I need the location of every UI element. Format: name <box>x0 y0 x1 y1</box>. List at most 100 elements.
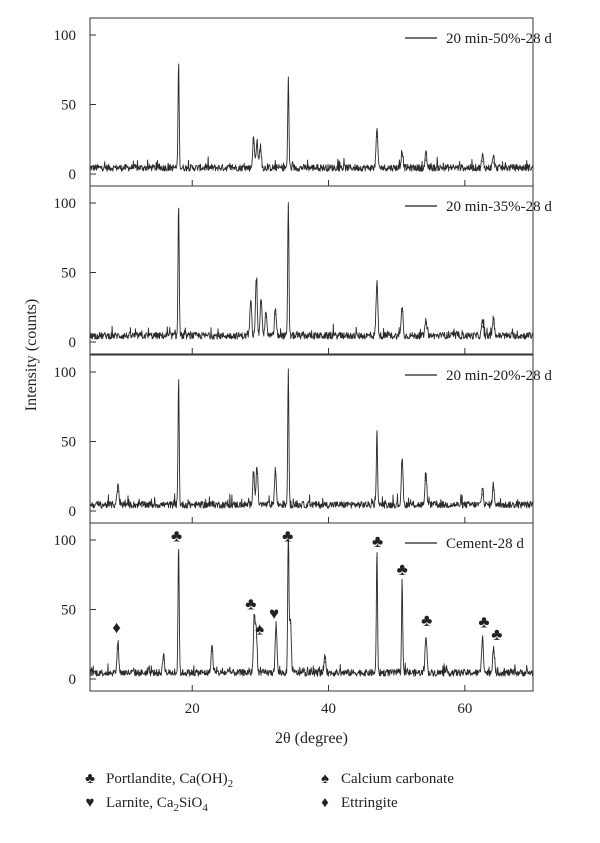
peak-point <box>376 287 378 289</box>
peak-point <box>178 209 180 211</box>
peak-point <box>324 661 326 663</box>
peak-point <box>287 206 289 208</box>
panel-1: 0 50 100 20 min-50%-28 d <box>54 17 552 187</box>
y-tick-label: 0 <box>69 335 77 351</box>
series-line <box>89 202 534 340</box>
panel-frame <box>89 185 534 355</box>
phase-marker: ♣ <box>372 532 383 551</box>
phase-marker: ♣ <box>421 611 432 630</box>
legend-label: Cement-28 d <box>446 536 524 552</box>
x-tick-label: 40 <box>321 701 336 717</box>
peak-point <box>481 493 484 495</box>
y-tick-label: 0 <box>69 504 77 520</box>
series-line <box>89 368 534 509</box>
peak-point <box>274 313 276 315</box>
legend-label: 20 min-50%-28 d <box>446 31 552 47</box>
peak-point <box>492 651 495 654</box>
peak-point <box>401 585 403 587</box>
peak-point <box>492 323 495 325</box>
panel-2: 0 50 100 20 min-35%-28 d <box>54 185 552 355</box>
phase-marker: ♣ <box>478 613 489 632</box>
peak-point <box>287 535 289 537</box>
y-tick-label: 100 <box>54 196 77 212</box>
phase-marker: ♣ <box>282 526 293 545</box>
panel-frame <box>89 522 534 692</box>
peak-point <box>492 162 495 164</box>
peak-point <box>401 464 403 466</box>
series-line <box>89 531 534 677</box>
peak-point <box>481 326 484 328</box>
peak-point <box>256 145 258 147</box>
legend-symbol: ♠ <box>321 771 329 787</box>
legend-symbol: ♥ <box>86 795 95 811</box>
peak-point <box>252 142 255 145</box>
peak-point <box>256 472 258 475</box>
y-tick-label: 100 <box>54 28 77 44</box>
peak-point <box>259 151 261 153</box>
peak-point <box>265 316 267 318</box>
peak-point <box>255 636 257 638</box>
peak-point <box>253 621 255 623</box>
peak-point <box>252 475 255 477</box>
peak-point <box>260 302 262 304</box>
legend-item-label: Ettringite <box>341 795 398 811</box>
peak-point <box>481 160 484 163</box>
x-tick-label: 20 <box>185 701 200 717</box>
peak-point <box>425 639 427 641</box>
peak-point <box>481 640 484 643</box>
legend-symbol: ♣ <box>85 771 95 787</box>
peak-point <box>425 159 427 161</box>
peak-point <box>211 650 213 652</box>
peak-point <box>401 155 403 157</box>
peak-point <box>376 432 378 434</box>
peak-point <box>178 69 180 71</box>
peak-point <box>425 479 427 482</box>
peak-point <box>425 323 427 325</box>
legend-item-label: Calcium carbonate <box>341 771 454 787</box>
x-tick-label: 60 <box>457 701 472 717</box>
y-tick-label: 100 <box>54 533 77 549</box>
y-tick-label: 100 <box>54 365 77 381</box>
peak-point <box>376 557 378 559</box>
x-axis-label: 2θ (degree) <box>275 730 348 747</box>
panel-3: 0 50 100 20 min-20%-28 d <box>54 354 552 524</box>
peak-point <box>401 310 403 313</box>
legend-symbol: ♦ <box>321 795 329 811</box>
y-tick-label: 50 <box>61 98 76 114</box>
peak-point <box>178 386 180 388</box>
peak-point <box>492 489 495 491</box>
phase-marker: ♦ <box>112 618 121 637</box>
series-line <box>89 63 534 172</box>
y-axis-label: Intensity (counts) <box>23 299 40 411</box>
peak-point <box>117 647 119 650</box>
phase-marker: ♣ <box>397 560 408 579</box>
legend-label: 20 min-20%-28 d <box>446 368 552 384</box>
legend-item-label: Portlandite, Ca(OH)2 <box>106 771 233 790</box>
peak-point <box>255 283 257 285</box>
peak-point <box>250 302 252 304</box>
phase-marker: ♠ <box>255 620 264 639</box>
peak-point <box>274 474 276 476</box>
peak-point <box>178 549 180 551</box>
phase-marker: ♣ <box>245 595 256 614</box>
peak-point <box>287 83 289 85</box>
y-tick-label: 50 <box>61 603 76 619</box>
y-tick-label: 0 <box>69 672 77 688</box>
y-tick-label: 0 <box>69 167 77 183</box>
peak-point <box>287 376 289 379</box>
peak-point <box>376 135 378 138</box>
y-tick-label: 50 <box>61 435 76 451</box>
phase-marker: ♣ <box>171 526 182 545</box>
y-tick-label: 50 <box>61 266 76 282</box>
phase-marker: ♣ <box>491 625 502 644</box>
peak-point <box>163 658 165 661</box>
peak-point <box>117 490 119 493</box>
legend-label: 20 min-35%-28 d <box>446 199 552 215</box>
peak-point <box>289 622 291 625</box>
legend-item-label: Larnite, Ca2SiO4 <box>106 795 208 814</box>
phase-marker: ♥ <box>269 604 279 623</box>
peak-point <box>275 629 277 631</box>
